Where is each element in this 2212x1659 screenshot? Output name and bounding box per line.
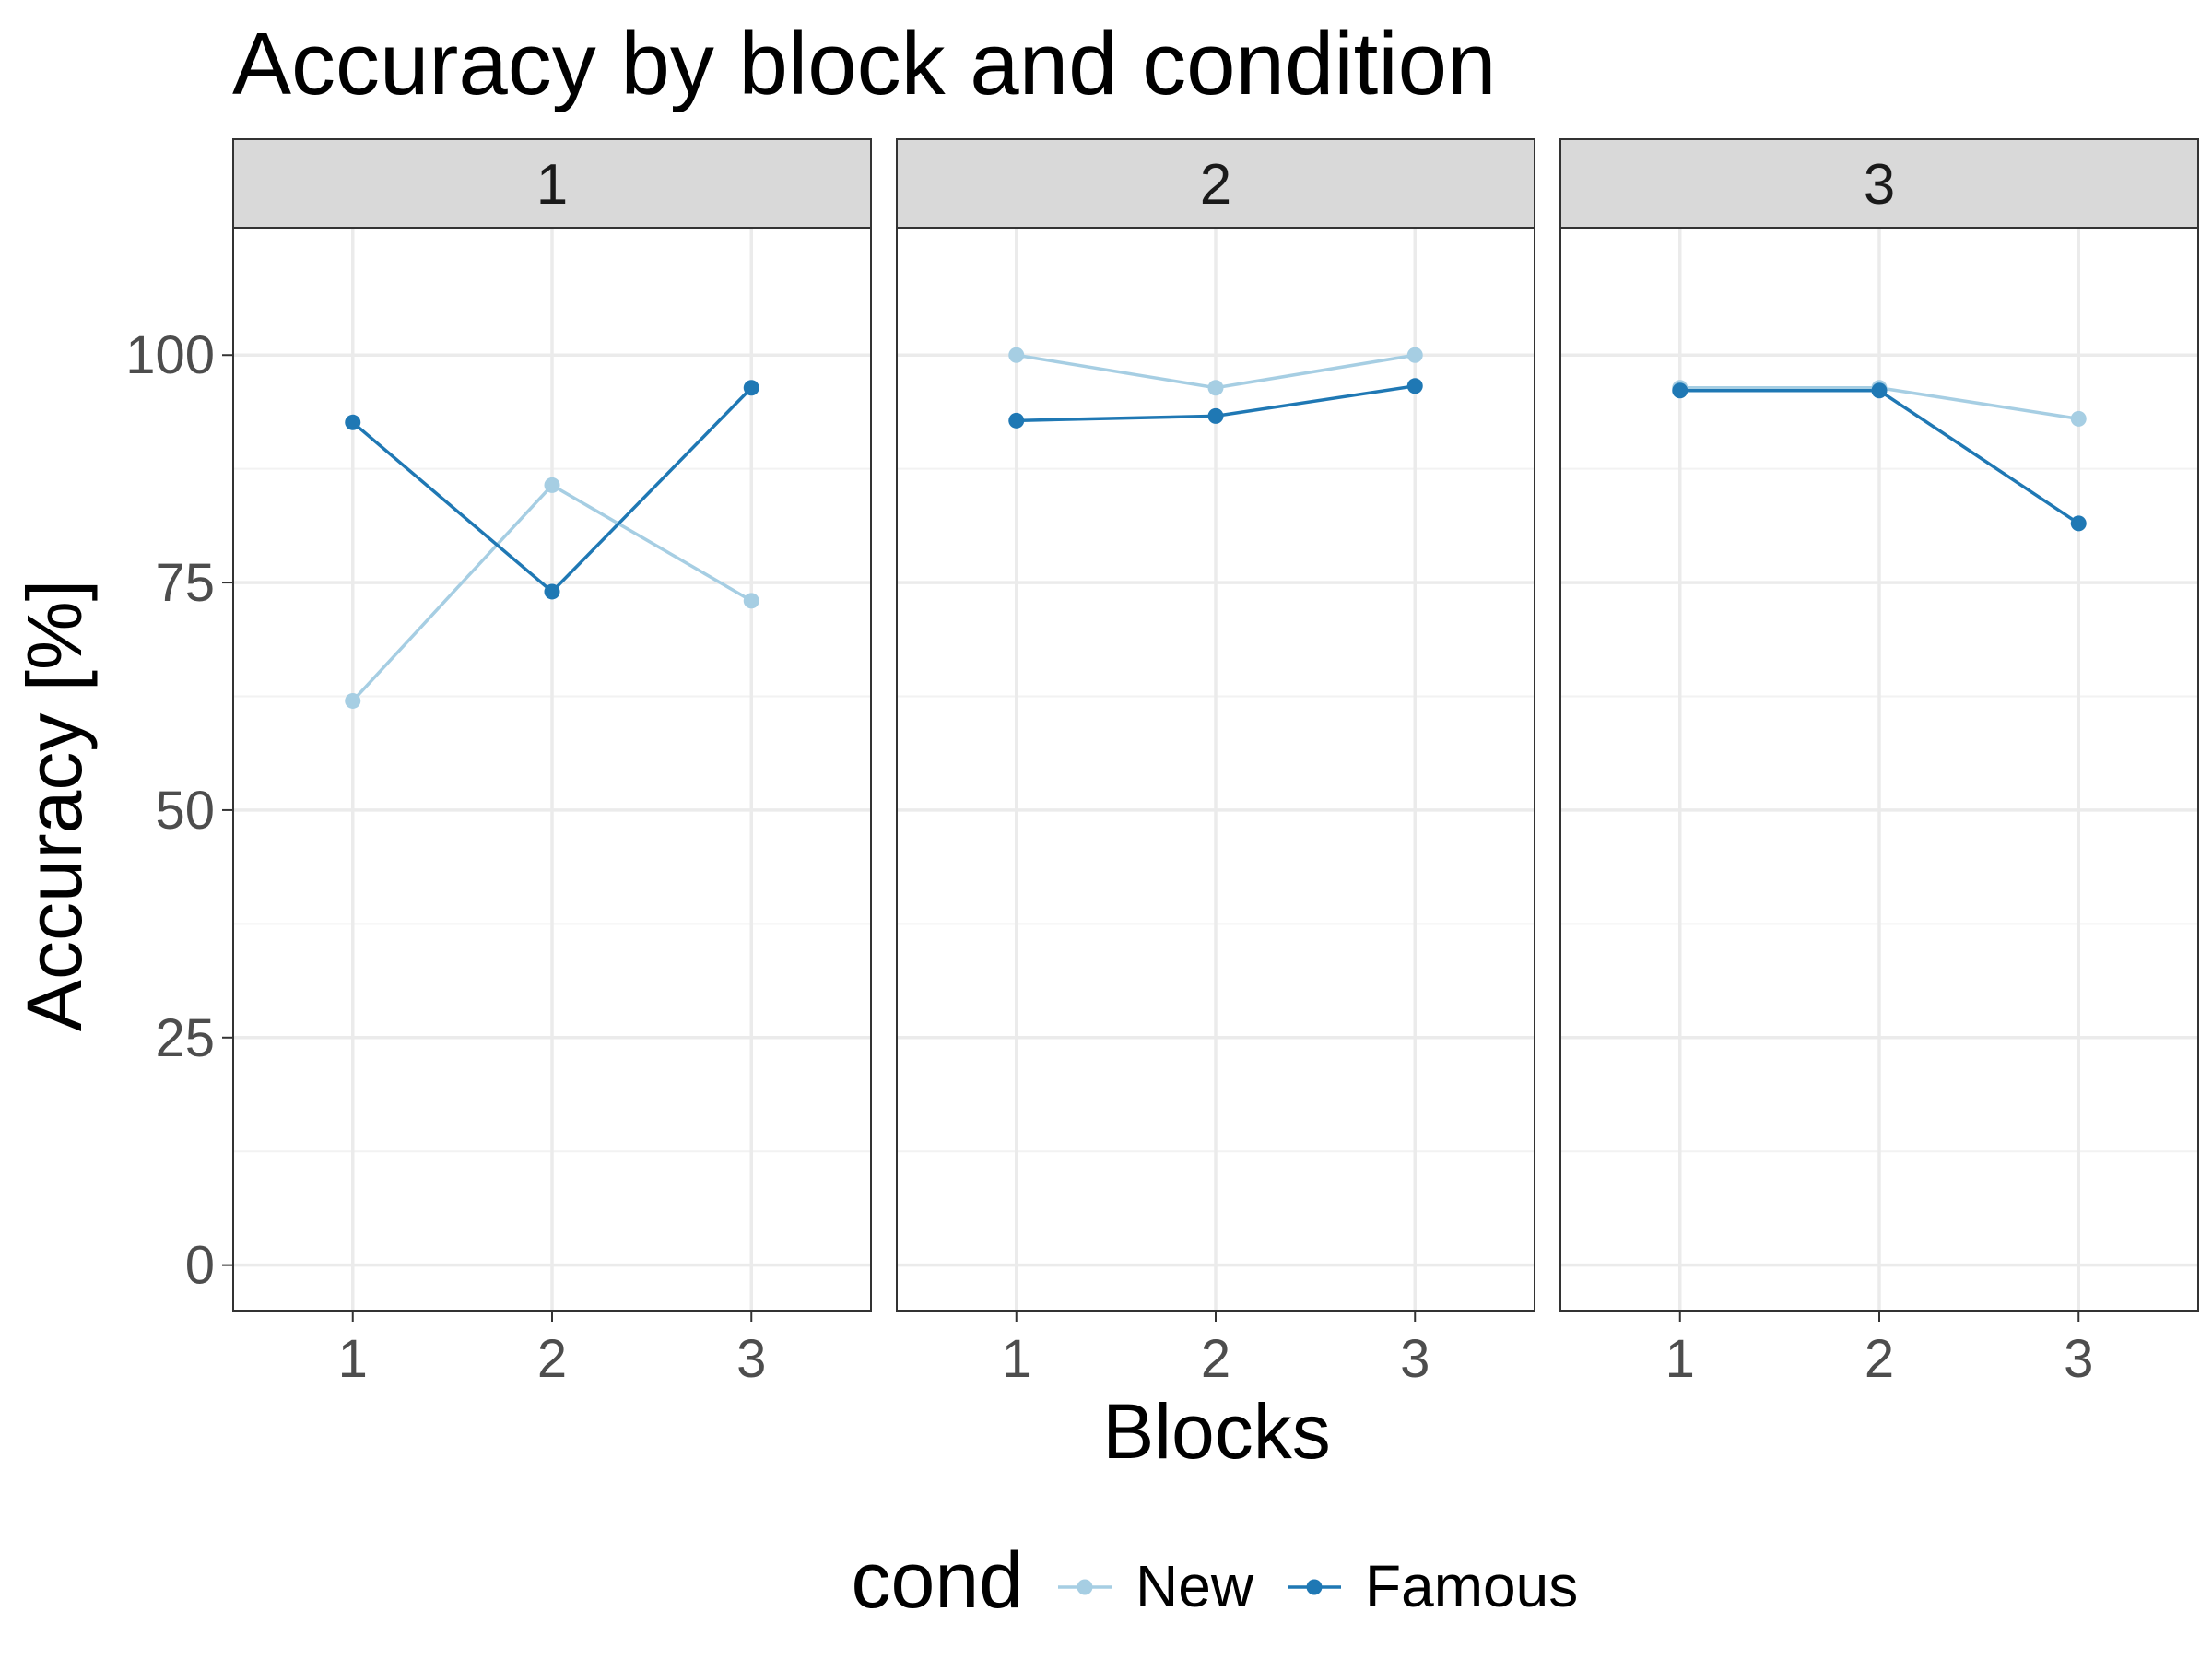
legend-title: cond	[852, 1536, 1024, 1625]
y-tick-label: 75	[155, 553, 215, 613]
x-tick-label: 2	[1865, 1329, 1894, 1389]
y-tick-label: 0	[185, 1236, 215, 1296]
data-point-new	[1207, 380, 1224, 396]
legend-label: Famous	[1365, 1553, 1578, 1619]
legend-key-point	[1306, 1579, 1323, 1595]
legend-item-new: New	[1058, 1553, 1254, 1619]
facet-strip	[896, 138, 1535, 229]
legend: cond New Famous	[852, 1536, 1579, 1625]
x-tick-label: 3	[1400, 1329, 1430, 1389]
facet-strip-label: 1	[536, 153, 568, 217]
data-point-new	[1406, 347, 1423, 363]
data-point-famous	[2070, 515, 2087, 532]
facet-panel-1: 1 1 2 3 0 25 50 75 100	[125, 138, 872, 1389]
data-point-new	[345, 692, 361, 709]
facet-panel-3: 3 1 2 3	[1559, 138, 2199, 1389]
y-tick-label: 50	[155, 781, 215, 841]
x-tick-label: 1	[1665, 1329, 1695, 1389]
facet-strip-label: 2	[1200, 153, 1231, 217]
x-tick-label: 3	[736, 1329, 766, 1389]
x-tick-label: 1	[338, 1329, 368, 1389]
x-axis-title: Blocks	[1102, 1388, 1330, 1475]
data-point-famous	[743, 380, 759, 396]
data-point-famous	[1672, 382, 1688, 399]
data-point-famous	[345, 414, 361, 430]
facet-strip	[1559, 138, 2199, 229]
facet-panel-2: 2 1 2 3	[896, 138, 1535, 1389]
data-point-famous	[1406, 378, 1423, 394]
data-point-famous	[1008, 412, 1025, 429]
data-point-famous	[1871, 382, 1888, 399]
y-tick-label: 25	[155, 1008, 215, 1068]
legend-key-point	[1077, 1579, 1093, 1595]
facet-strip-label: 3	[1864, 153, 1895, 217]
y-axis-title: Accuracy [%]	[11, 580, 98, 1031]
x-tick-label: 1	[1002, 1329, 1031, 1389]
x-tick-label: 3	[2064, 1329, 2093, 1389]
data-point-famous	[1207, 407, 1224, 424]
data-point-new	[544, 477, 560, 493]
x-tick-label: 2	[537, 1329, 567, 1389]
x-tick-label: 2	[1201, 1329, 1230, 1389]
facet-strip	[232, 138, 872, 229]
y-tick-label: 100	[125, 325, 215, 385]
data-point-famous	[544, 583, 560, 600]
facet-panels: 1 1 2 3 0 25 50 75 100 2 1 2 3 3 1 2 3	[125, 138, 2199, 1389]
legend-item-famous: Famous	[1288, 1553, 1578, 1619]
legend-label: New	[1135, 1553, 1254, 1619]
data-point-new	[2070, 410, 2087, 427]
data-point-new	[743, 593, 759, 609]
chart-title: Accuracy by block and condition	[232, 15, 1496, 113]
data-point-new	[1008, 347, 1025, 363]
